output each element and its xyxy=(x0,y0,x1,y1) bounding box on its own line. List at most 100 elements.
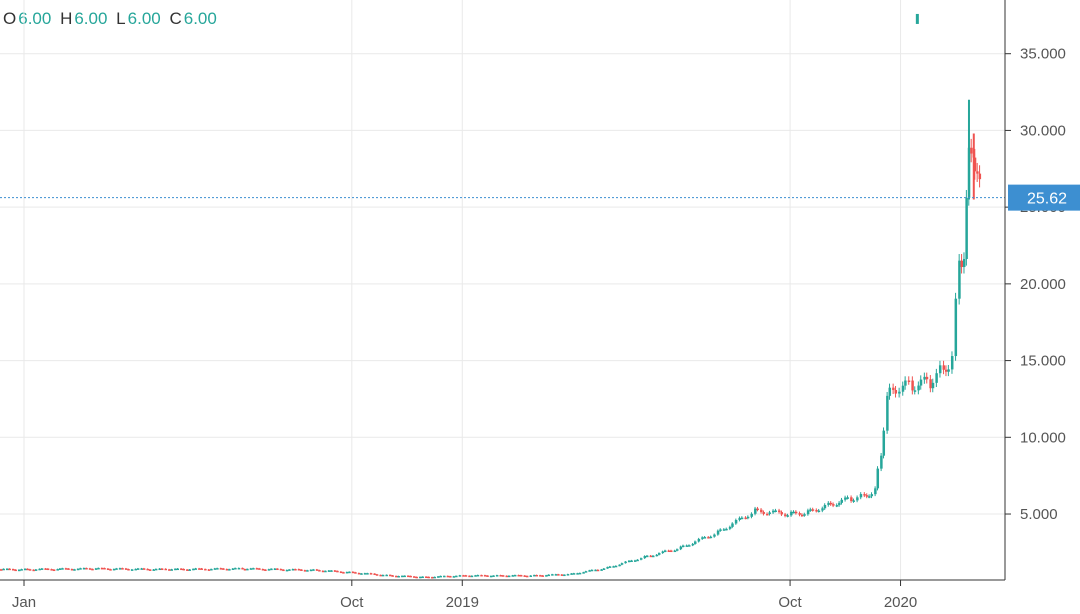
candle-body xyxy=(919,379,923,386)
close-key: C xyxy=(169,9,182,28)
candle-body xyxy=(817,510,821,513)
candle-body xyxy=(823,504,827,509)
candle-body xyxy=(960,260,964,268)
candle-body xyxy=(121,568,124,570)
candle-body xyxy=(614,565,618,568)
candle-body xyxy=(876,468,880,489)
candle-body xyxy=(541,575,545,577)
candle-body xyxy=(154,568,158,571)
candle-body xyxy=(582,572,585,574)
candle-body xyxy=(880,455,883,469)
candle-body xyxy=(14,569,17,572)
candle-body xyxy=(207,569,211,571)
candle-body xyxy=(756,508,759,511)
candle-body xyxy=(228,569,231,571)
candle-body xyxy=(563,574,566,577)
candle-body xyxy=(513,574,517,577)
candle-body xyxy=(535,574,539,577)
candle-body xyxy=(342,572,345,574)
candle-body xyxy=(798,513,801,515)
candle-body xyxy=(20,569,23,571)
candle-body xyxy=(425,576,428,579)
candle-body xyxy=(312,569,315,571)
candle-body xyxy=(379,574,382,577)
candle-body xyxy=(511,575,515,577)
candle-body xyxy=(523,575,527,577)
candle-body xyxy=(446,575,450,578)
candle-body xyxy=(79,568,82,570)
candle-body xyxy=(375,574,379,576)
candle-body xyxy=(691,543,695,546)
candle-body xyxy=(124,568,128,570)
candle-body xyxy=(130,569,134,571)
candle-body xyxy=(882,430,886,456)
candle-body xyxy=(401,575,404,578)
candle-body xyxy=(61,568,64,570)
candle-body xyxy=(596,569,600,572)
candle-body xyxy=(697,538,701,542)
candle-body xyxy=(645,555,649,558)
candle-body xyxy=(18,569,21,572)
x-tick-label: Oct xyxy=(340,594,364,611)
candle-body xyxy=(385,574,388,577)
candle-body xyxy=(198,568,201,570)
candle-body xyxy=(844,497,847,500)
candle-body xyxy=(931,382,935,389)
candle-body xyxy=(28,569,32,571)
candle-body xyxy=(97,567,100,570)
candle-body xyxy=(315,569,319,571)
open-value: 6.00 xyxy=(18,9,52,28)
candle-body xyxy=(507,575,511,578)
candle-body xyxy=(685,545,689,547)
candle-body xyxy=(249,568,253,570)
candle-body xyxy=(676,549,679,551)
candle-body xyxy=(911,380,914,391)
candle-body xyxy=(70,568,74,571)
candle-body xyxy=(590,569,594,572)
candle-body xyxy=(670,550,673,553)
candle-body xyxy=(701,537,704,539)
open-key: O xyxy=(3,9,17,28)
candle-body xyxy=(894,390,898,394)
candle-body xyxy=(91,568,94,571)
candle-body xyxy=(923,376,926,380)
candle-body xyxy=(40,568,44,570)
candle-body xyxy=(618,564,621,567)
price-series xyxy=(0,13,1005,579)
candle-body xyxy=(276,568,279,571)
candle-body xyxy=(38,568,41,571)
candle-body xyxy=(868,496,871,498)
candle-body xyxy=(907,380,911,383)
candle-body xyxy=(608,566,612,568)
candle-body xyxy=(627,560,631,563)
candle-body xyxy=(321,570,325,573)
candle-body xyxy=(965,197,968,259)
candle-body xyxy=(874,488,877,495)
candle-body xyxy=(576,573,579,575)
candle-body xyxy=(389,574,392,577)
candle-body xyxy=(892,387,895,391)
candle-body xyxy=(792,511,795,514)
candle-body xyxy=(449,576,452,578)
candle-body xyxy=(821,508,824,511)
candle-body xyxy=(958,260,961,299)
candle-body xyxy=(784,514,787,516)
candle-body xyxy=(651,555,655,558)
candle-body xyxy=(774,510,777,512)
low-key: L xyxy=(116,9,126,28)
candle-body xyxy=(94,568,98,570)
candle-body xyxy=(421,576,424,579)
candle-body xyxy=(369,573,373,575)
candle-body xyxy=(976,171,979,174)
candle-body xyxy=(636,559,639,562)
candle-body xyxy=(345,571,349,574)
candle-body xyxy=(324,570,327,573)
last-price-badge xyxy=(1008,184,1080,211)
candle-body xyxy=(557,574,560,576)
candle-body xyxy=(850,497,853,502)
candle-body xyxy=(725,528,728,531)
candle-body xyxy=(0,569,3,571)
candle-body xyxy=(26,568,29,571)
